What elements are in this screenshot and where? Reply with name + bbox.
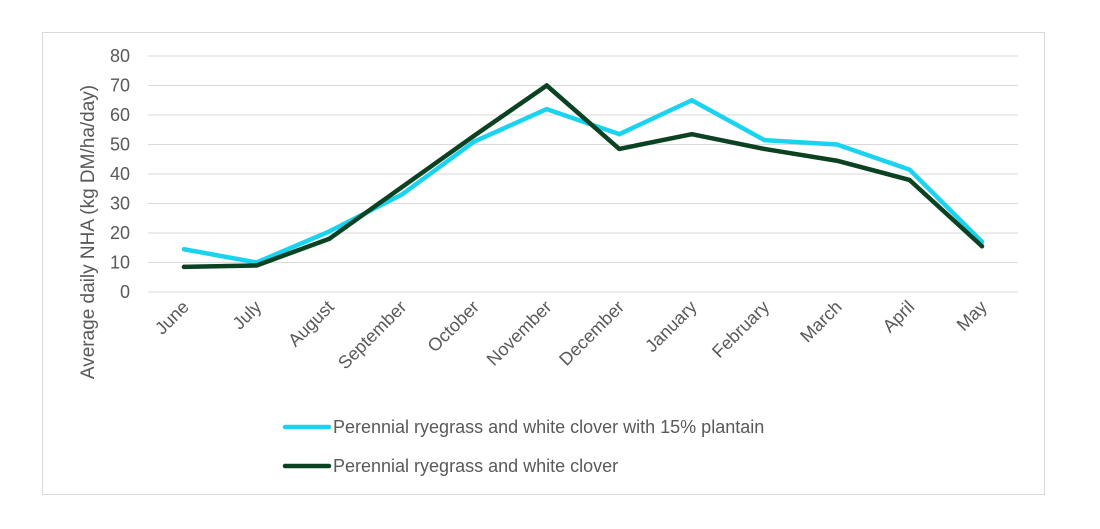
x-tick-label: March [796,297,846,347]
y-tick-label: 0 [120,282,130,302]
data-point [979,244,985,249]
y-tick-label: 60 [110,105,130,125]
x-tick-label: October [424,297,483,356]
x-tick-label: November [483,297,556,370]
gridlines [148,55,1018,293]
data-point [907,177,912,183]
data-point [762,146,767,152]
data-point [399,185,404,190]
data-point [689,98,695,103]
data-point [471,139,477,144]
y-tick-label: 50 [110,135,130,155]
y-tick-labels: 0 10 20 30 40 50 60 70 80 [110,46,130,302]
data-point [617,131,622,137]
series-line-1 [181,98,985,265]
x-tick-label: January [641,297,700,356]
data-point [907,167,912,172]
data-point [689,131,695,137]
legend-label: Perennial ryegrass and white clover [333,456,618,476]
data-point [326,236,332,242]
x-tick-label: August [284,297,338,351]
x-tick-label: September [334,297,410,373]
legend: Perennial ryegrass and white clover with… [282,417,764,476]
x-tick-label: April [879,297,919,337]
y-tick-label: 70 [110,76,130,96]
legend-label: Perennial ryegrass and white clover with… [333,417,764,437]
x-tick-label: February [708,297,773,362]
x-tick-label: June [151,297,193,339]
x-tick-label: May [953,297,991,335]
data-point [544,106,549,112]
data-point [834,142,840,147]
x-tick-label: July [229,297,266,334]
data-point [617,146,622,152]
y-tick-label: 20 [110,223,130,243]
data-point [544,83,549,88]
y-tick-label: 30 [110,194,130,214]
data-point [834,158,840,163]
data-point [762,137,767,143]
data-point [254,263,259,268]
series-line-2 [181,83,985,270]
y-tick-label: 10 [110,253,130,273]
data-point [181,247,187,252]
data-point [326,229,332,234]
y-tick-label: 80 [110,46,130,66]
y-axis-title: Average daily NHA (kg DM/ha/day) [78,85,99,379]
x-tick-label: December [555,297,628,370]
y-tick-label: 40 [110,164,130,184]
data-point [181,264,187,270]
data-point [471,133,477,138]
data-point [399,192,404,197]
series-lines [181,83,985,270]
